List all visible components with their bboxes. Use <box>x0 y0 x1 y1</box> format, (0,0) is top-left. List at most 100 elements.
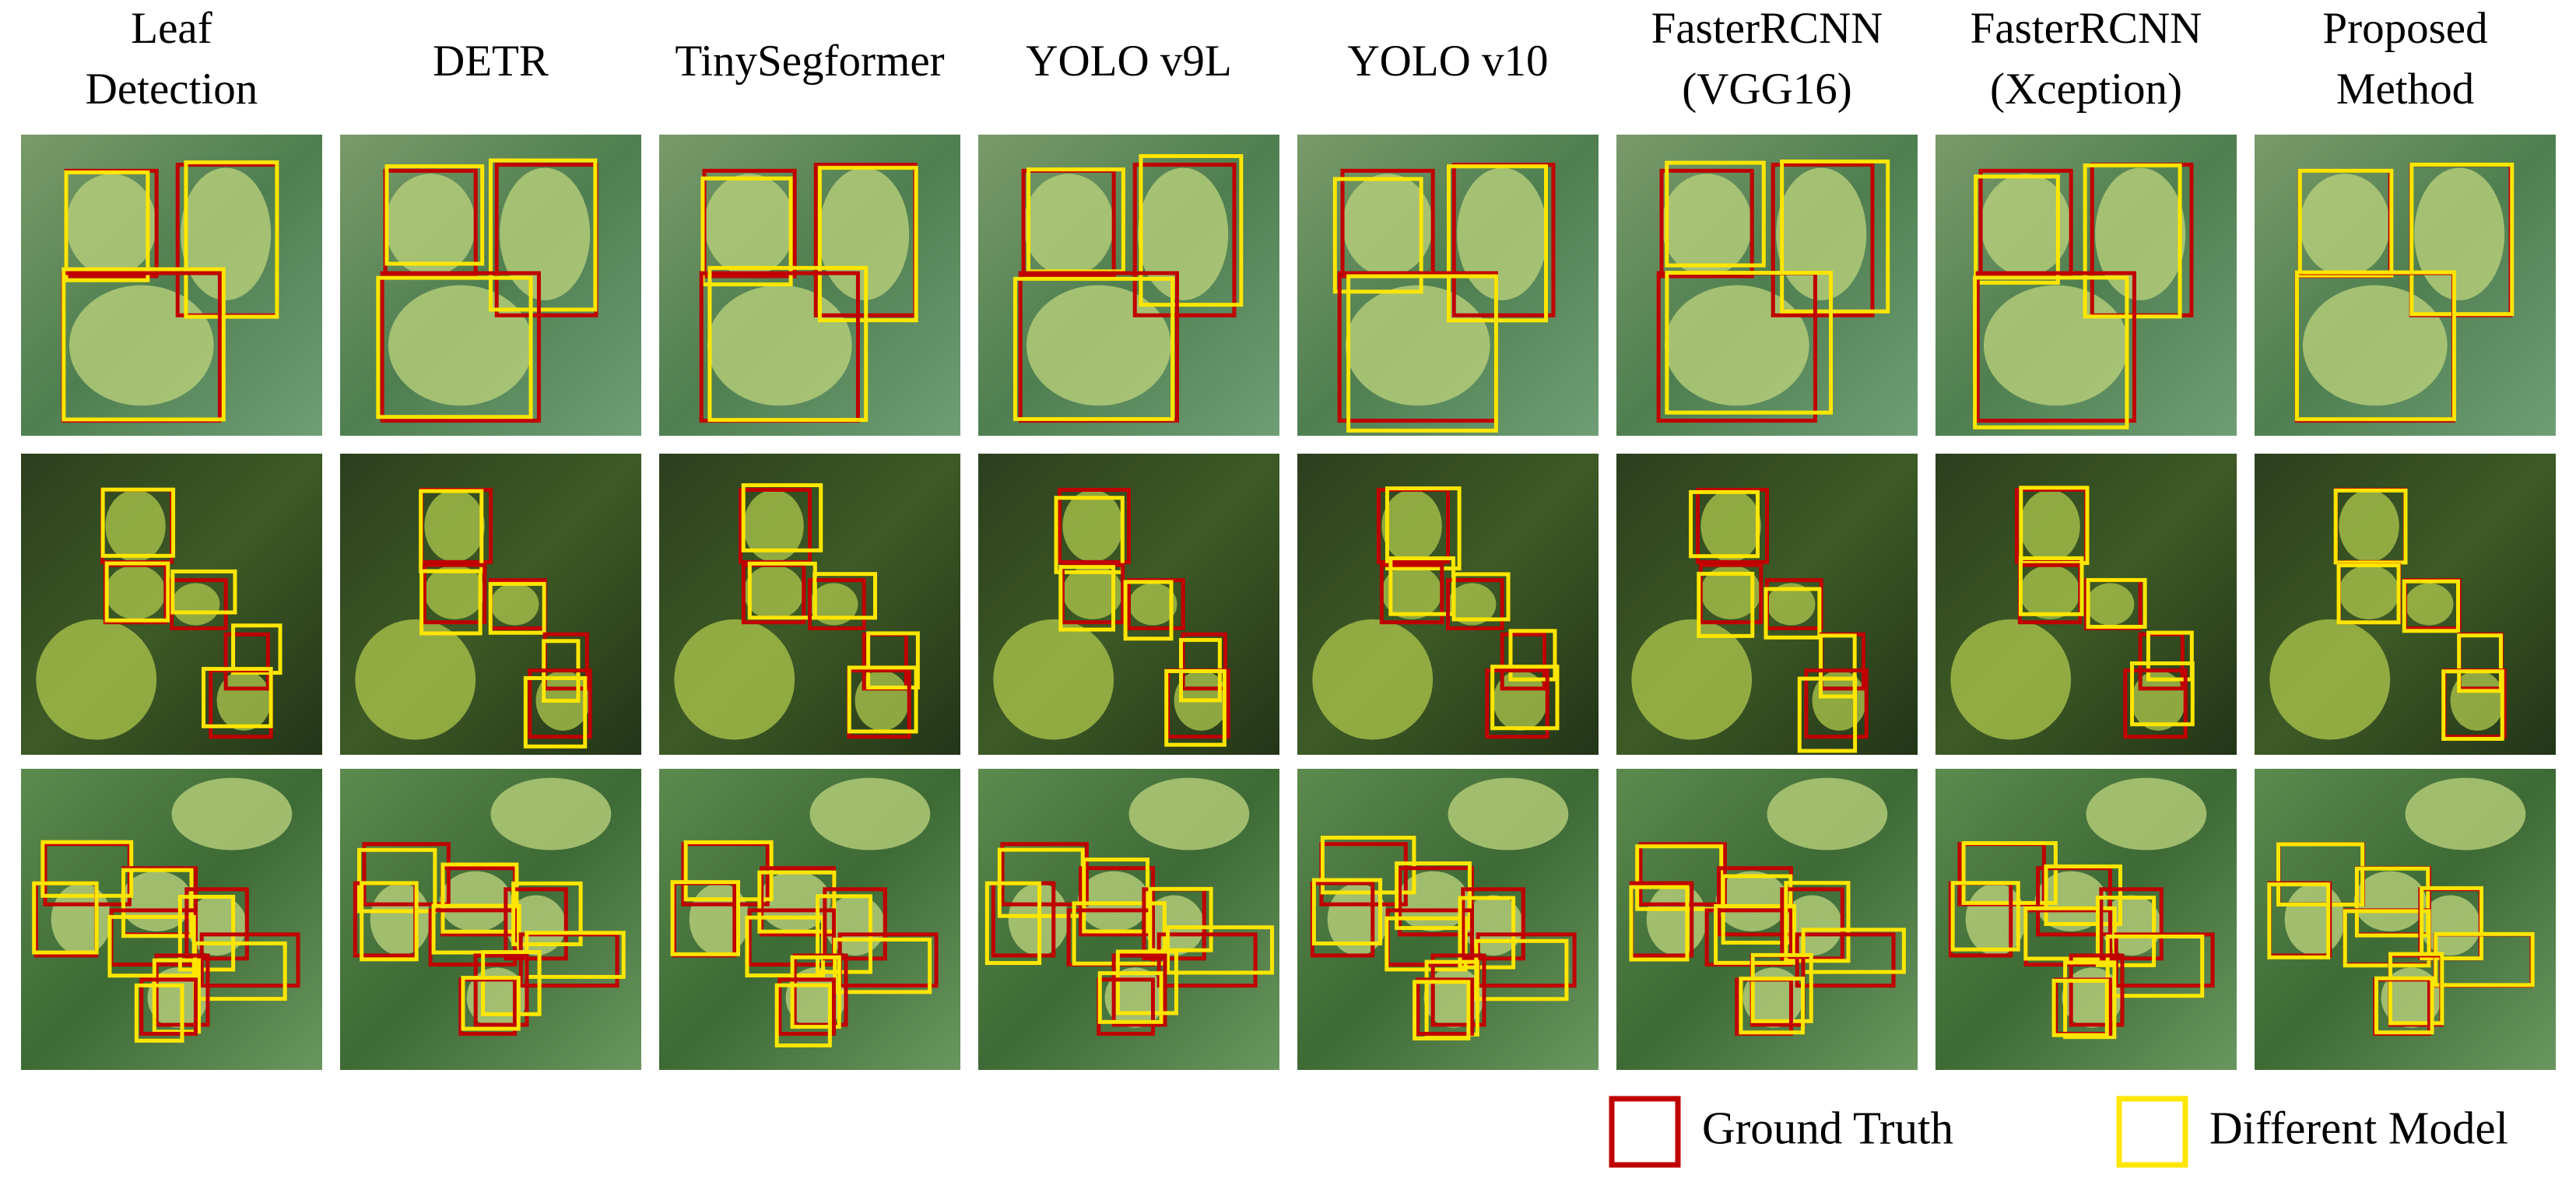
ground-truth-box <box>199 932 300 988</box>
ground-truth-box <box>1000 842 1089 907</box>
predicted-box <box>1451 572 1511 622</box>
predicted-box <box>707 265 869 423</box>
fruit <box>2086 583 2135 626</box>
predicted-box <box>32 881 99 955</box>
fruit <box>2020 565 2080 619</box>
fruit <box>1448 583 1497 626</box>
ground-truth-box <box>1485 668 1549 739</box>
predicted-box <box>833 937 932 994</box>
predicted-box <box>1764 587 1822 640</box>
predicted-box <box>1689 489 1760 559</box>
fruit <box>1381 565 1442 619</box>
predicted-box <box>1123 580 1174 641</box>
predicted-box <box>202 667 273 728</box>
predicted-box <box>523 675 588 749</box>
fruit <box>2020 489 2080 563</box>
fruit <box>500 167 591 300</box>
predicted-box <box>1780 160 1890 314</box>
fruit <box>2302 285 2448 406</box>
predicted-box <box>2420 886 2483 961</box>
fruit <box>1077 871 1150 931</box>
fruit <box>2381 967 2441 1028</box>
fruit <box>1493 670 1548 731</box>
fruit <box>1138 167 1229 300</box>
ground-truth-box <box>777 977 836 1036</box>
column-header: Leaf <box>131 4 212 53</box>
ground-truth-box <box>1461 887 1525 961</box>
fruit <box>385 174 476 276</box>
legend-label: Different Model <box>2209 1103 2508 1154</box>
image-cell <box>1616 769 1918 1070</box>
fruit <box>1345 285 1490 406</box>
predicted-box <box>866 631 920 690</box>
predicted-box <box>1148 886 1213 952</box>
fruit <box>704 174 795 276</box>
ground-truth-box <box>139 977 198 1036</box>
fruit <box>809 777 931 851</box>
predicted-box <box>2343 909 2431 968</box>
predicted-box <box>1508 629 1557 682</box>
predicted-box <box>2402 579 2461 633</box>
ground-truth-box <box>1638 842 1727 907</box>
predicted-box <box>1973 275 2129 430</box>
predicted-box <box>2333 488 2408 565</box>
predicted-box <box>1346 274 1498 433</box>
predicted-box <box>440 862 519 934</box>
predicted-box <box>1665 271 1834 415</box>
fruit <box>1457 167 1548 300</box>
fruit <box>424 489 485 563</box>
fruit <box>2269 619 2391 740</box>
predicted-box <box>431 903 521 955</box>
column-header: DETR <box>433 37 549 86</box>
ground-truth-box <box>1975 271 2136 423</box>
fruit <box>1646 883 1707 956</box>
image-cell <box>340 454 641 755</box>
fruit <box>743 565 804 619</box>
fruit <box>1662 174 1753 276</box>
column-header: Method <box>2336 65 2474 114</box>
fruit <box>2131 670 2186 731</box>
fruit <box>216 670 272 731</box>
fruit <box>2339 489 2399 563</box>
image-cell <box>1297 135 1599 436</box>
predicted-box <box>2294 270 2456 422</box>
fruit <box>66 174 157 276</box>
predicted-box <box>1385 486 1462 571</box>
predicted-box <box>64 170 150 282</box>
fruit <box>1342 174 1434 276</box>
fruit <box>105 565 166 619</box>
fruit <box>1700 489 1761 563</box>
ground-truth-box <box>1500 632 1546 691</box>
legend-label: Ground Truth <box>1702 1103 1953 1154</box>
column-header: YOLO v9L <box>1026 37 1231 86</box>
ground-truth-box <box>1156 932 1258 988</box>
predicted-box <box>104 561 170 623</box>
predicted-box <box>360 881 419 962</box>
predicted-box <box>1058 565 1116 632</box>
image-cell <box>21 769 322 1070</box>
image-cell <box>340 135 641 436</box>
predicted-box <box>170 569 237 615</box>
ground-truth-box <box>1659 168 1754 279</box>
legend: Ground Truth Different Model <box>1609 1096 2508 1168</box>
predicted-box <box>1413 980 1471 1041</box>
predicted-box <box>1784 881 1851 963</box>
ground-truth-box <box>823 887 887 961</box>
image-cell <box>978 135 1279 436</box>
ground-truth-box <box>504 887 568 961</box>
ground-truth-box <box>2069 953 2125 1027</box>
column-header: YOLO v10 <box>1347 37 1548 86</box>
image-cell <box>21 454 322 755</box>
image-cell <box>21 135 322 436</box>
predicted-box <box>2409 163 2515 317</box>
predicted-box <box>100 487 176 558</box>
image-cell <box>1936 769 2237 1070</box>
predicted-box <box>357 847 437 914</box>
fruit <box>36 619 157 740</box>
predicted-box <box>817 166 918 323</box>
fruit <box>2353 871 2427 931</box>
fruit <box>424 565 485 619</box>
legend-swatch-ground-truth <box>1609 1096 1681 1168</box>
predicted-box <box>1950 881 2020 952</box>
